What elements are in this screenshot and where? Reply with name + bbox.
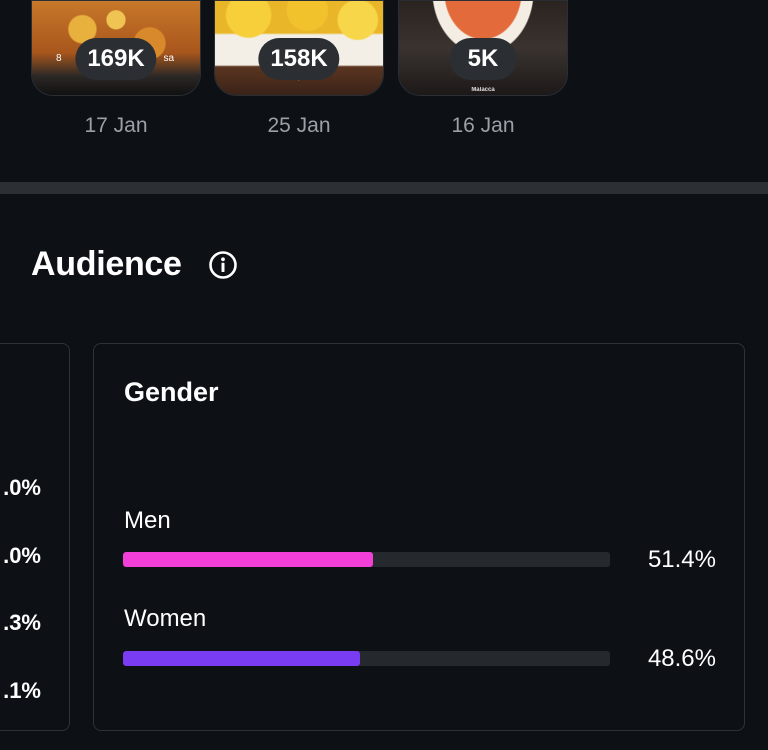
percentage-value: .0% xyxy=(3,475,41,500)
video-date: 16 Jan xyxy=(451,114,515,137)
gender-value-women: 48.6% xyxy=(647,645,716,672)
gender-bar-women xyxy=(123,651,360,666)
video-thumbnail[interactable]: 8 sa 169K xyxy=(31,0,201,96)
view-count-badge: 158K xyxy=(258,38,340,80)
gender-card: Gender Men 51.4% Women 48.6% xyxy=(93,343,745,731)
audience-card-partial: .0% .0% .3% .1% xyxy=(0,343,70,731)
gender-bar-men xyxy=(123,552,374,567)
gender-bar-track xyxy=(123,552,610,567)
gender-bar-track xyxy=(123,651,610,666)
video-date: 25 Jan xyxy=(267,114,331,137)
view-count-badge: 5K xyxy=(449,38,517,80)
info-circle-icon[interactable] xyxy=(208,250,238,280)
video-thumbnail[interactable]: mm @ squeeze bo 158K xyxy=(214,0,384,96)
video-caption-text: Malacca xyxy=(471,87,495,93)
gender-card-title: Gender xyxy=(124,377,219,407)
video-date: 17 Jan xyxy=(84,114,148,137)
gender-label-women: Women xyxy=(124,605,207,632)
percentage-value: .3% xyxy=(3,610,41,635)
percentage-value: .1% xyxy=(3,678,41,703)
section-divider xyxy=(0,182,768,194)
percentage-value: .0% xyxy=(3,543,41,568)
video-caption-text: 8 xyxy=(56,53,62,64)
view-count-badge: 169K xyxy=(75,38,157,80)
gender-value-men: 51.4% xyxy=(647,546,716,573)
audience-heading: Audience xyxy=(31,245,182,283)
video-caption-text: sa xyxy=(163,53,174,64)
gender-label-men: Men xyxy=(124,507,171,534)
video-thumbnail[interactable]: Malacca 5K xyxy=(398,0,568,96)
